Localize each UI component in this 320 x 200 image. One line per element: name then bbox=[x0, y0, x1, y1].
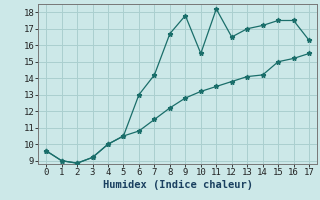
X-axis label: Humidex (Indice chaleur): Humidex (Indice chaleur) bbox=[103, 180, 252, 190]
